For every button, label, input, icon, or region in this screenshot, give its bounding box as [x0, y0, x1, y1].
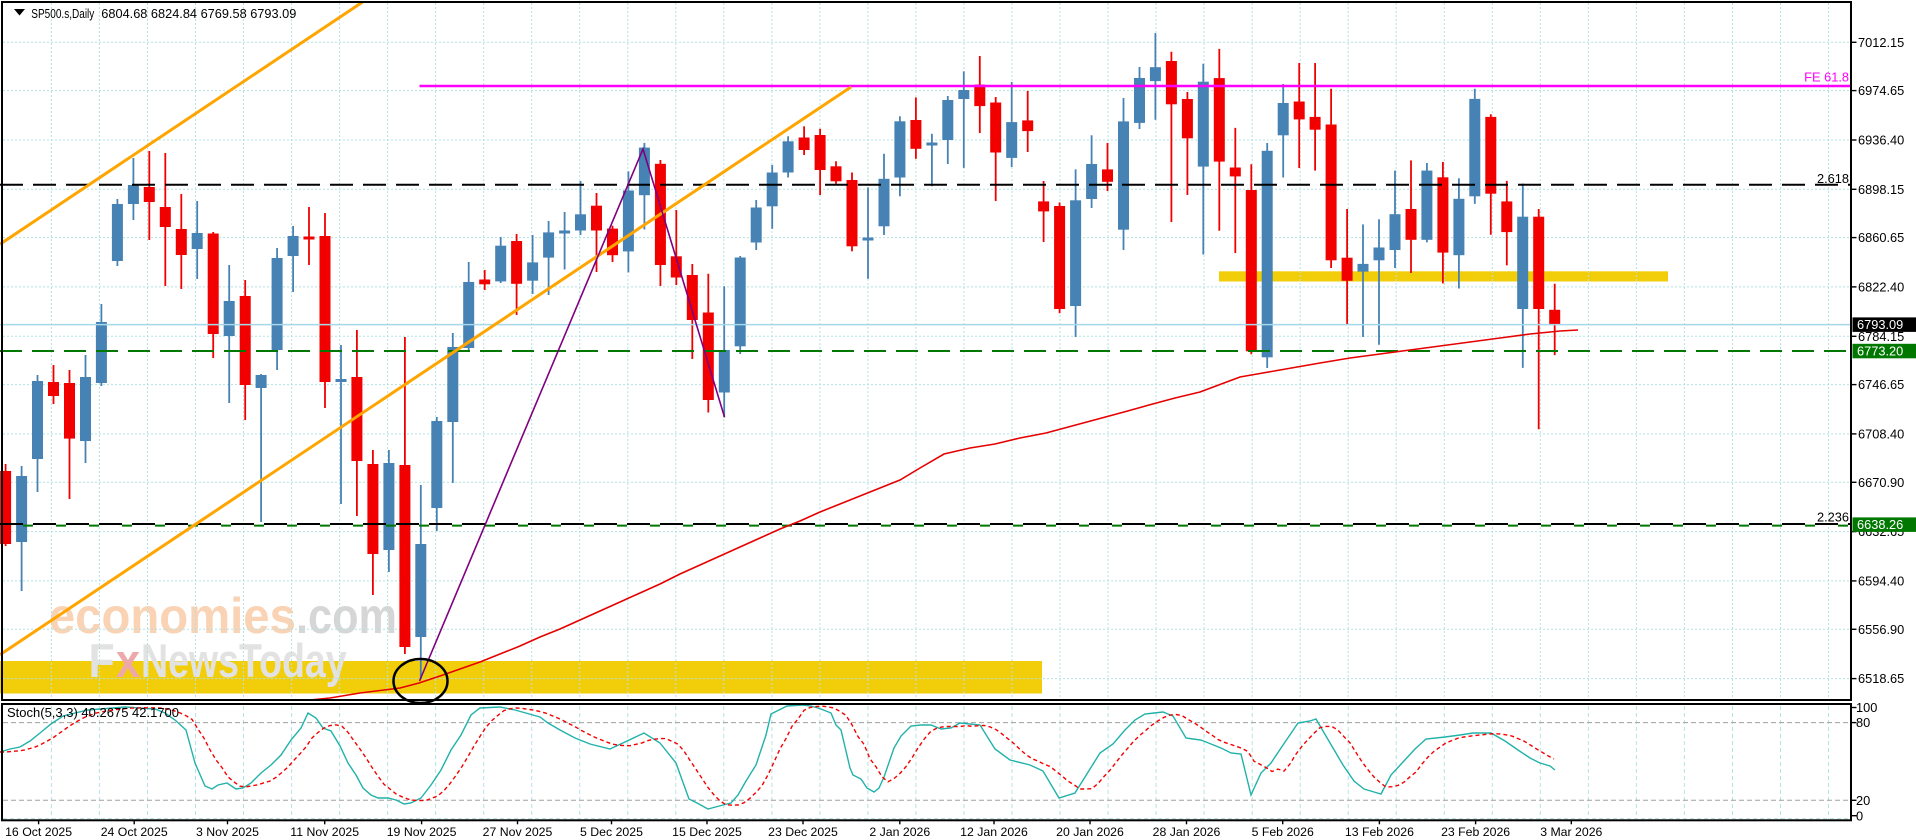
svg-text:28 Jan 2026: 28 Jan 2026: [1153, 825, 1221, 839]
svg-text:6793.09: 6793.09: [1857, 317, 1903, 332]
svg-text:7012.15: 7012.15: [1858, 35, 1904, 50]
svg-text:6974.65: 6974.65: [1858, 83, 1904, 98]
svg-text:.com: .com: [296, 588, 397, 644]
svg-text:economies: economies: [49, 588, 296, 644]
svg-text:27 Nov 2025: 27 Nov 2025: [483, 825, 553, 839]
svg-text:24 Oct 2025: 24 Oct 2025: [101, 825, 168, 839]
svg-text:16 Oct 2025: 16 Oct 2025: [5, 825, 72, 839]
svg-text:3 Nov 2025: 3 Nov 2025: [196, 825, 259, 839]
svg-text:6804.68 6824.84 6769.58 6793.0: 6804.68 6824.84 6769.58 6793.09: [101, 7, 296, 21]
svg-text:6670.90: 6670.90: [1858, 475, 1904, 490]
svg-text:0: 0: [1856, 808, 1863, 823]
svg-text:2.618: 2.618: [1817, 171, 1849, 186]
svg-text:6784.15: 6784.15: [1858, 329, 1904, 344]
svg-text:20 Jan 2026: 20 Jan 2026: [1056, 825, 1124, 839]
svg-text:5 Dec 2025: 5 Dec 2025: [580, 825, 643, 839]
svg-text:5 Feb 2026: 5 Feb 2026: [1252, 825, 1314, 839]
svg-text:6773.20: 6773.20: [1857, 344, 1903, 359]
svg-text:11 Nov 2025: 11 Nov 2025: [290, 825, 359, 839]
svg-text:SP500.s,Daily: SP500.s,Daily: [31, 7, 95, 21]
svg-text:23 Dec 2025: 23 Dec 2025: [768, 825, 838, 839]
svg-text:6746.65: 6746.65: [1858, 377, 1904, 392]
svg-text:100: 100: [1856, 700, 1877, 715]
svg-text:13 Feb 2026: 13 Feb 2026: [1345, 825, 1414, 839]
svg-text:6936.40: 6936.40: [1858, 133, 1904, 148]
svg-text:Stoch(5,3,3) 40.2675 42.1700: Stoch(5,3,3) 40.2675 42.1700: [7, 705, 179, 720]
svg-text:80: 80: [1856, 715, 1870, 730]
svg-text:15 Dec 2025: 15 Dec 2025: [672, 825, 742, 839]
svg-text:6860.65: 6860.65: [1858, 230, 1904, 245]
svg-text:6638.26: 6638.26: [1857, 517, 1903, 532]
svg-text:6708.40: 6708.40: [1858, 427, 1904, 442]
svg-text:19 Nov 2025: 19 Nov 2025: [387, 825, 457, 839]
svg-text:23 Feb 2026: 23 Feb 2026: [1441, 825, 1510, 839]
svg-text:FE 61.8: FE 61.8: [1804, 70, 1849, 85]
svg-text:6594.40: 6594.40: [1858, 574, 1904, 589]
svg-text:6898.15: 6898.15: [1858, 182, 1904, 197]
svg-text:12 Jan 2026: 12 Jan 2026: [960, 825, 1028, 839]
svg-text:6518.65: 6518.65: [1858, 671, 1904, 686]
svg-text:6556.90: 6556.90: [1858, 622, 1904, 637]
svg-text:2 Jan 2026: 2 Jan 2026: [869, 825, 930, 839]
svg-text:2.236: 2.236: [1817, 510, 1849, 525]
svg-text:3 Mar 2026: 3 Mar 2026: [1540, 825, 1602, 839]
svg-text:20: 20: [1856, 793, 1870, 808]
svg-text:6822.40: 6822.40: [1858, 280, 1904, 295]
